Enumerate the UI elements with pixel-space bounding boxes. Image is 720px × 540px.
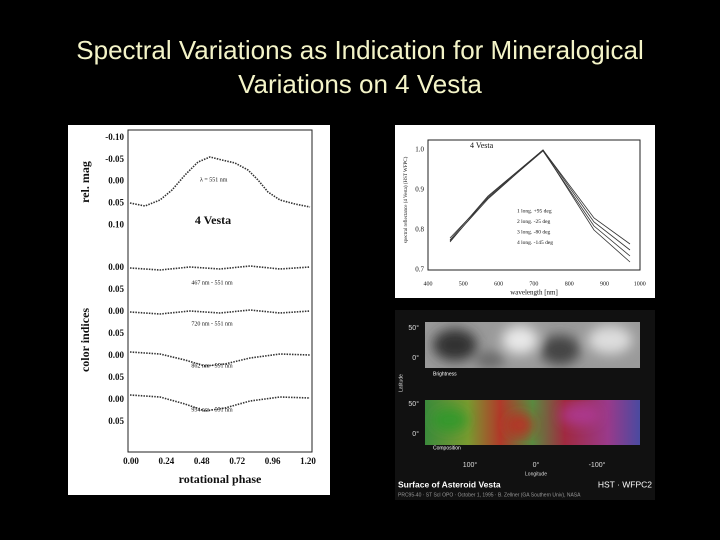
spectra: [449, 149, 631, 263]
y-tick-label: 0.05: [108, 328, 124, 338]
x-tick-label: 0.48: [194, 456, 210, 466]
y-tick-label: 0.00: [108, 306, 124, 316]
y-tick-label: 0.05: [108, 197, 124, 207]
curve-label: 467 nm - 551 nm: [191, 280, 233, 286]
composition-map: [425, 400, 640, 445]
x-tick-label: 0.96: [265, 456, 281, 466]
spectrum-panel: [395, 125, 655, 298]
light-curve-texts: -0.10 -0.05 0.00 0.05 0.10 rel. mag λ = 551 nm…: [78, 132, 317, 486]
brightness-map: [425, 322, 640, 368]
curve-label: 954 nm - 551 nm: [191, 407, 233, 413]
x-tick-label: 900: [600, 281, 609, 287]
curve-label: 720 nm - 551 nm: [191, 321, 233, 327]
legend-entry: 1 long. +95 deg: [517, 208, 552, 214]
axis-label: spectral reflectance (4 Vesta) (HST WFPC…: [404, 156, 409, 243]
y-tick-label: 0.05: [108, 284, 124, 294]
axis-label: rel. mag: [78, 161, 92, 203]
lat-tick-label: 50°: [408, 324, 419, 332]
axis-label: Latitude: [398, 374, 404, 392]
x-tick-label: 1.20: [300, 456, 316, 466]
y-tick-label: 0.00: [108, 176, 124, 186]
y-tick-label: 0.05: [108, 416, 124, 426]
lat-tick-label: 0°: [412, 354, 419, 362]
curve-label: 862 nm - 551 nm: [191, 363, 233, 369]
lon-tick-label: -100°: [589, 461, 606, 469]
axis-label: color indices: [78, 308, 92, 372]
x-tick-label: 0.24: [159, 456, 175, 466]
y-tick-label: 0.9: [415, 186, 424, 194]
lat-tick-label: 50°: [408, 400, 419, 408]
axis-label: rotational phase: [179, 472, 262, 486]
legend-entry: 2 long. -25 deg: [517, 219, 551, 225]
curves: [129, 156, 311, 412]
target-label: 4 Vesta: [470, 141, 494, 150]
frame: [127, 129, 313, 453]
title: Spectral Variations as Indication for Mi…: [76, 35, 643, 99]
panel-label: Brightness: [433, 371, 457, 377]
panel-label: Composition: [433, 445, 461, 451]
lon-tick-label: 100°: [463, 461, 478, 469]
credit: PRC95-40 · ST ScI OPO · October 1, 1995 …: [398, 492, 581, 498]
x-tick-label: 700: [529, 281, 538, 287]
title-line: Variations on 4 Vesta: [238, 69, 482, 99]
y-tick-label: 0.7: [415, 266, 424, 274]
y-tick-label: 1.0: [415, 146, 424, 154]
y-tick-label: 0.00: [108, 350, 124, 360]
axis-label: Longitude: [525, 471, 547, 477]
x-tick-label: 0.00: [123, 456, 139, 466]
legend-entry: 3 long. -80 deg: [517, 229, 551, 235]
frame: [427, 139, 641, 271]
lat-tick-label: 0°: [412, 430, 419, 438]
y-tick-label: 0.00: [108, 394, 124, 404]
map-texts: 50° 0° Brightness 50° 0° Composition Latitude 1…: [398, 324, 652, 498]
target-label: 4 Vesta: [195, 213, 231, 227]
light-curve-panel: [68, 125, 330, 495]
legend-entry: 4 long. -145 deg: [517, 240, 553, 246]
y-tick-label: 0.10: [108, 219, 124, 229]
x-tick-label: 1000: [634, 281, 646, 287]
caption-instrument: HST · WFPC2: [598, 479, 652, 489]
spectrum-texts: 4 Vesta spectral reflectance (4 Vesta) (H…: [404, 141, 646, 297]
note: λ = 551 nm: [200, 177, 228, 183]
lon-tick-label: 0°: [533, 461, 540, 469]
x-tick-label: 800: [565, 281, 574, 287]
x-tick-label: 400: [424, 281, 433, 287]
x-tick-label: 500: [459, 281, 468, 287]
x-tick-label: 0.72: [229, 456, 245, 466]
y-tick-label: 0.05: [108, 372, 124, 382]
y-tick-label: -0.05: [105, 154, 124, 164]
caption-title: Surface of Asteroid Vesta: [398, 479, 501, 489]
axis-label: wavelength [nm]: [510, 289, 558, 297]
y-tick-label: 0.8: [415, 226, 424, 234]
y-tick-label: -0.10: [105, 132, 124, 142]
title-line: Spectral Variations as Indication for Mi…: [76, 35, 643, 65]
y-tick-label: 0.00: [108, 262, 124, 272]
x-tick-label: 600: [494, 281, 503, 287]
